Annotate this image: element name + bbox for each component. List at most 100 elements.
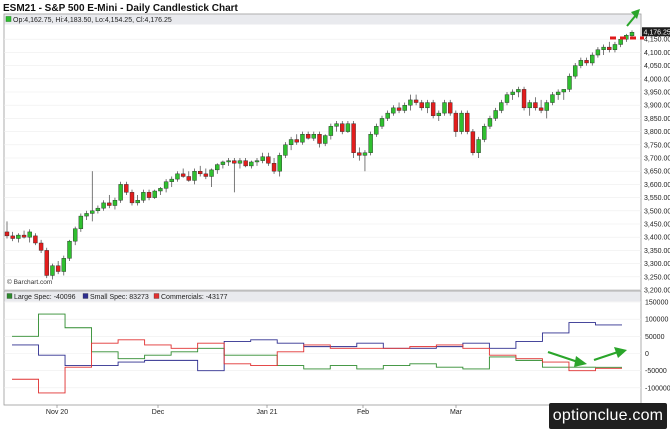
green-arrow-up-head xyxy=(614,347,627,358)
annotation-overlays: 4,176.25 xyxy=(547,9,670,367)
candle-body xyxy=(4,231,10,237)
candle-body xyxy=(493,110,498,119)
price-tick-label: 3,400.00 xyxy=(644,235,670,242)
candle-body xyxy=(618,39,623,45)
candle-body xyxy=(300,134,305,143)
green-up-arrow-shaft xyxy=(626,14,637,27)
cot-series-small-spec xyxy=(12,322,622,372)
candle-body xyxy=(38,242,44,251)
candle-body xyxy=(629,32,635,37)
candle-body xyxy=(487,118,493,127)
cot-legend-label-commercials: Commercials: -43177 xyxy=(161,294,228,301)
candle-body xyxy=(78,215,84,229)
cot-axis-labels: -100000 -50000 0 50000 100000 150000 xyxy=(645,300,670,393)
candle-body xyxy=(567,75,572,90)
price-tick-label: 3,750.00 xyxy=(644,142,670,149)
candle-body xyxy=(192,170,197,181)
x-axis-label: Nov 20 xyxy=(46,409,68,416)
candle-body xyxy=(584,60,589,64)
chart-title: ESM21 - S&P 500 E-Mini - Daily Candlesti… xyxy=(3,3,239,14)
candle-body xyxy=(288,139,294,146)
cot-legend-bar xyxy=(4,291,641,302)
cot-legend-swatch-small-spec xyxy=(82,293,89,299)
candle-body xyxy=(578,60,584,66)
candle-body xyxy=(61,258,67,272)
cot-tick-label: 0 xyxy=(645,351,649,358)
x-axis-label: Jan 21 xyxy=(256,409,277,416)
candle-body xyxy=(232,160,237,164)
candle-body xyxy=(328,126,334,136)
cot-series-large-spec xyxy=(12,313,622,370)
candle-body xyxy=(555,91,561,95)
candle-body xyxy=(294,139,299,143)
green-up-arrow-head xyxy=(631,9,640,19)
cot-gridlines xyxy=(4,301,641,389)
candle-body xyxy=(101,202,106,209)
candle-body xyxy=(84,213,89,217)
candle-body xyxy=(385,112,390,119)
price-tick-label: 3,600.00 xyxy=(644,182,670,189)
candle-body xyxy=(317,134,322,144)
candle-body xyxy=(33,235,38,244)
candle-body xyxy=(601,46,606,50)
candle-body xyxy=(447,102,453,114)
candle-body xyxy=(595,49,601,56)
candle-body xyxy=(510,91,515,95)
cot-series-commercials xyxy=(12,339,622,394)
candle-body xyxy=(158,188,163,192)
price-plot-area xyxy=(3,13,642,291)
price-tick-label: 3,450.00 xyxy=(644,222,670,229)
price-tick-label: 3,650.00 xyxy=(644,169,670,176)
candle-body xyxy=(351,123,356,153)
candle-body xyxy=(186,176,192,181)
candle-body xyxy=(283,144,288,156)
candle-body xyxy=(550,94,555,103)
candle-body xyxy=(476,139,481,153)
candle-body xyxy=(402,104,407,111)
x-axis-label: Mar xyxy=(450,409,463,416)
candle-body xyxy=(266,156,271,164)
x-axis-label: Feb xyxy=(357,409,369,416)
candle-body xyxy=(152,190,157,198)
candle-body xyxy=(362,152,368,156)
price-tick-label: 4,000.00 xyxy=(644,76,670,83)
candle-body xyxy=(271,163,277,172)
x-axis-label: Dec xyxy=(152,409,165,416)
candle-body xyxy=(305,134,311,139)
candle-body xyxy=(209,169,214,177)
candle-body xyxy=(322,135,328,144)
price-tick-label: 3,700.00 xyxy=(644,156,670,163)
candle-body xyxy=(197,170,203,175)
candle-body xyxy=(112,200,118,206)
candle-body xyxy=(27,231,32,238)
last-price-box xyxy=(642,27,670,37)
candlesticks xyxy=(4,30,635,280)
candle-body xyxy=(612,44,618,50)
candle-body xyxy=(413,99,419,103)
barchart-watermark: © Barchart.com xyxy=(7,278,52,286)
candle-body xyxy=(590,54,595,64)
candle-body xyxy=(10,235,15,239)
candle-body xyxy=(374,126,379,135)
cot-lines xyxy=(12,313,622,394)
cot-tick-label: 50000 xyxy=(645,334,665,341)
cot-tick-label: 150000 xyxy=(645,300,668,307)
candle-body xyxy=(465,112,470,132)
candle-body xyxy=(357,152,362,156)
x-axis-labels: Nov 20 Dec Jan 21 Feb Mar xyxy=(46,405,463,416)
candle-body xyxy=(44,250,49,276)
candle-body xyxy=(95,207,101,212)
candle-body xyxy=(396,107,402,111)
candle-body xyxy=(499,102,504,111)
cot-tick-label: -100000 xyxy=(645,385,670,392)
price-gridlines xyxy=(4,38,641,291)
candle-body xyxy=(533,102,538,109)
candle-body xyxy=(220,161,226,165)
price-tick-label: 3,500.00 xyxy=(644,208,670,215)
price-tick-label: 3,850.00 xyxy=(644,116,670,123)
candle-body xyxy=(90,210,95,214)
cot-legend: Large Spec: -40096 Small Spec: 83273 Comme… xyxy=(6,293,228,301)
cot-plot-area xyxy=(3,290,642,406)
candle-body xyxy=(277,155,282,172)
